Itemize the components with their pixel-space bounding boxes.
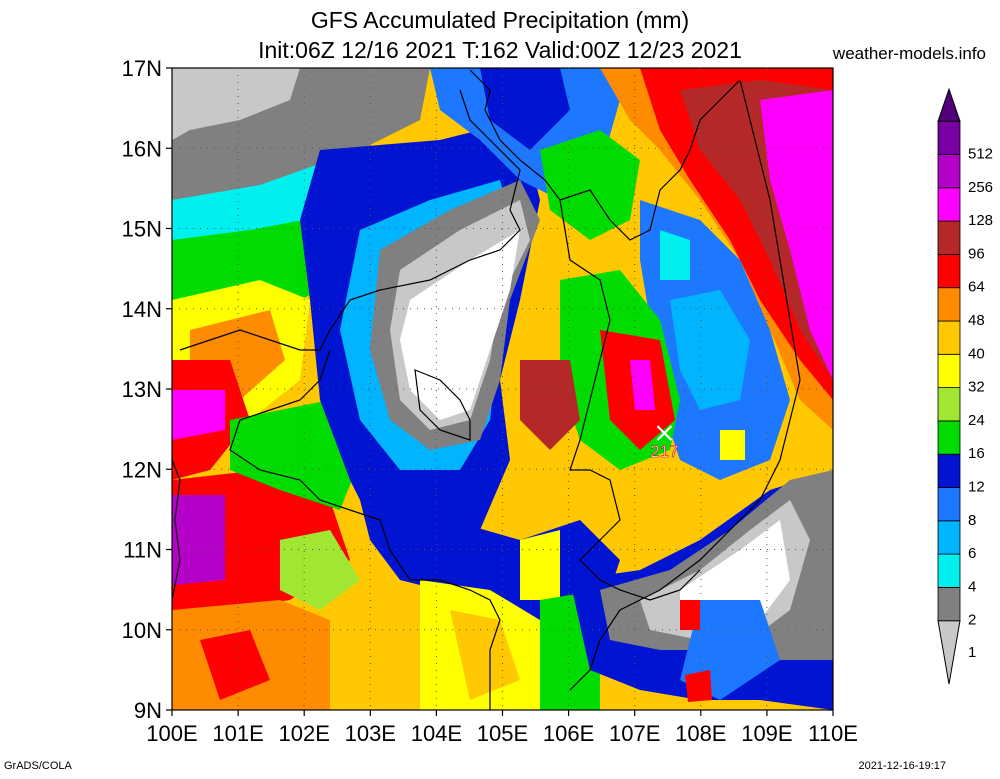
legend-swatch: [937, 520, 961, 555]
source-label: weather-models.info: [832, 44, 986, 63]
lat-tick-label: 15N: [122, 217, 162, 242]
lat-tick-label: 17N: [122, 56, 162, 81]
legend-label: 128: [968, 212, 993, 229]
lon-tick-label: 110E: [808, 721, 858, 746]
latitude-tick-labels: 9N 10N 11N 12N 13N 14N 15N 16N 17N: [122, 56, 172, 723]
legend-label: 4: [968, 578, 976, 595]
legend-label: 6: [968, 545, 976, 562]
legend-swatch: [937, 420, 961, 455]
lon-tick-label: 100E: [146, 721, 197, 746]
legend-label: 24: [968, 412, 985, 429]
lon-tick-label: 106E: [543, 721, 594, 746]
legend-swatch: [937, 154, 961, 189]
lat-tick-label: 12N: [122, 457, 162, 482]
legend-swatch: [937, 253, 961, 289]
legend-swatch: [937, 120, 961, 155]
legend-label: 16: [968, 445, 985, 462]
legend-swatch: [937, 320, 961, 355]
legend-swatch: [937, 553, 961, 588]
legend-label: 96: [968, 245, 985, 262]
lon-tick-label: 101E: [212, 721, 263, 746]
lon-tick-label: 109E: [741, 721, 792, 746]
chart-title: GFS Accumulated Precipitation (mm): [310, 7, 690, 33]
legend-swatch: [937, 353, 961, 388]
legend-label: 40: [968, 345, 985, 362]
legend-label: 8: [968, 512, 976, 529]
lat-tick-label: 10N: [122, 618, 162, 643]
lat-tick-label: 11N: [123, 538, 162, 563]
lon-tick-label: 107E: [609, 721, 660, 746]
lat-tick-label: 9N: [134, 698, 162, 723]
legend-label: 512: [968, 146, 993, 163]
lon-tick-label: 103E: [345, 721, 396, 746]
legend-label: 256: [968, 179, 993, 196]
legend-swatch: [937, 487, 961, 522]
lat-tick-label: 16N: [122, 136, 162, 161]
legend-label: 1: [968, 644, 976, 661]
legend-label: 48: [968, 312, 985, 329]
lon-tick-label: 108E: [675, 721, 726, 746]
longitude-tick-labels: 100E 101E 102E 103E 104E 105E 106E 107E 108E 109E…: [146, 710, 858, 746]
lat-tick-label: 14N: [122, 297, 162, 322]
legend-label: 32: [968, 379, 985, 396]
max-precip-marker: 217: [650, 425, 679, 461]
precip-field: [172, 68, 833, 710]
legend-swatch: [937, 187, 961, 222]
lon-tick-label: 104E: [411, 721, 462, 746]
lon-tick-label: 105E: [477, 721, 528, 746]
max-precip-label: 217: [650, 442, 678, 461]
legend-top-arrow: [937, 87, 961, 122]
legend-label: 64: [968, 279, 985, 296]
lon-tick-label: 102E: [279, 721, 330, 746]
country-borders: [171, 69, 801, 710]
legend-label: 12: [968, 479, 985, 496]
credit-grads: GrADS/COLA: [4, 760, 72, 772]
legend-swatch: [937, 620, 961, 685]
chart-subtitle: Init:06Z 12/16 2021 T:162 Valid:00Z 12/2…: [258, 37, 742, 63]
run-timestamp: 2021-12-16-19:17: [858, 760, 946, 772]
legend-swatch: [937, 453, 961, 488]
legend-swatch: [937, 287, 961, 322]
legend-label: 2: [968, 612, 976, 629]
legend-swatch: [937, 220, 961, 255]
lat-tick-label: 13N: [122, 377, 162, 402]
legend-swatch: [937, 387, 961, 422]
legend-swatch: [937, 587, 961, 622]
